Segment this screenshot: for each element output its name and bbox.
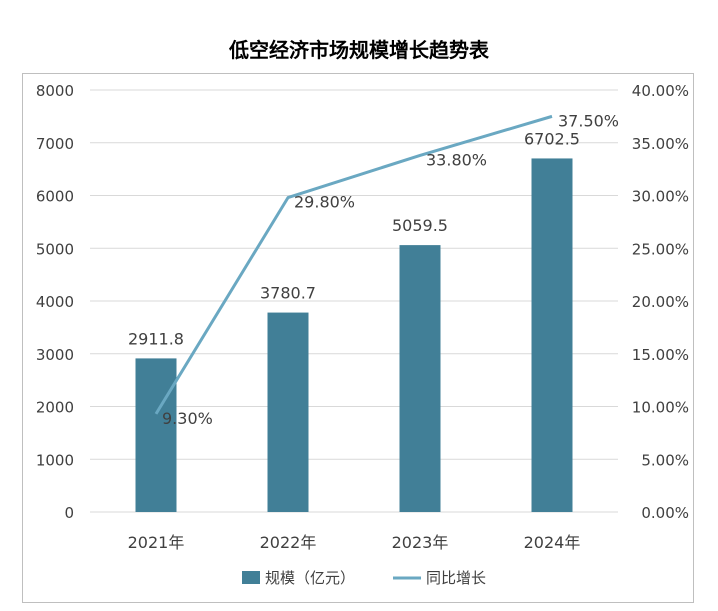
left-tick-label: 4000 xyxy=(36,293,74,311)
bar-data-label: 6702.5 xyxy=(524,129,580,148)
bar-data-label: 3780.7 xyxy=(260,284,316,303)
left-tick-label: 1000 xyxy=(36,451,74,469)
bar-series xyxy=(135,158,573,513)
right-tick-label: 15.00% xyxy=(632,346,689,364)
left-tick-label: 7000 xyxy=(36,135,74,153)
line-series xyxy=(154,114,553,415)
left-tick-label: 3000 xyxy=(36,346,74,364)
bar xyxy=(135,358,177,512)
right-tick-label: 20.00% xyxy=(632,293,689,311)
left-tick-label: 2000 xyxy=(36,399,74,417)
chart-title: 低空经济市场规模增长趋势表 xyxy=(229,38,489,62)
right-tick-label: 30.00% xyxy=(632,188,689,206)
legend-bar-label: 规模（亿元） xyxy=(265,569,355,587)
line-data-label: 29.80% xyxy=(294,193,355,212)
line-data-label: 9.30% xyxy=(162,409,213,428)
bar xyxy=(399,245,441,512)
right-tick-label: 0.00% xyxy=(641,504,689,522)
bar-data-label: 5059.5 xyxy=(392,216,448,235)
growth-line xyxy=(154,114,553,415)
legend-line-label: 同比增长 xyxy=(426,569,486,587)
x-tick-label: 2022年 xyxy=(260,533,317,552)
left-tick-label: 5000 xyxy=(36,240,74,258)
bar-data-labels: 2911.8 3780.7 5059.5 6702.5 xyxy=(128,129,580,348)
right-axis-ticks: 0.00% 5.00% 10.00% 15.00% 20.00% 25.00% 30.00%… xyxy=(632,82,689,522)
x-tick-label: 2023年 xyxy=(392,533,449,552)
right-tick-label: 10.00% xyxy=(632,399,689,417)
bar xyxy=(531,158,573,513)
gridlines xyxy=(90,89,618,513)
left-tick-label: 8000 xyxy=(36,82,74,100)
left-axis-ticks: 0 1000 2000 3000 4000 5000 6000 7000 8000 xyxy=(36,82,74,522)
left-tick-label: 6000 xyxy=(36,188,74,206)
line-data-label: 33.80% xyxy=(426,150,487,169)
line-data-labels: 9.30% 29.80% 33.80% 37.50% xyxy=(162,111,619,428)
x-tick-label: 2024年 xyxy=(524,533,581,552)
right-tick-label: 40.00% xyxy=(632,82,689,100)
legend-bar-swatch xyxy=(242,571,260,584)
right-tick-label: 5.00% xyxy=(641,451,689,469)
right-tick-label: 35.00% xyxy=(632,135,689,153)
chart-frame xyxy=(22,73,694,603)
bar xyxy=(267,312,309,512)
legend: 规模（亿元） 同比增长 xyxy=(242,569,486,587)
line-data-label: 37.50% xyxy=(558,111,619,130)
x-tick-label: 2021年 xyxy=(128,533,185,552)
left-tick-label: 0 xyxy=(64,504,74,522)
right-tick-label: 25.00% xyxy=(632,240,689,258)
x-axis-ticks: 2021年 2022年 2023年 2024年 xyxy=(128,533,581,552)
bar-data-label: 2911.8 xyxy=(128,329,184,348)
